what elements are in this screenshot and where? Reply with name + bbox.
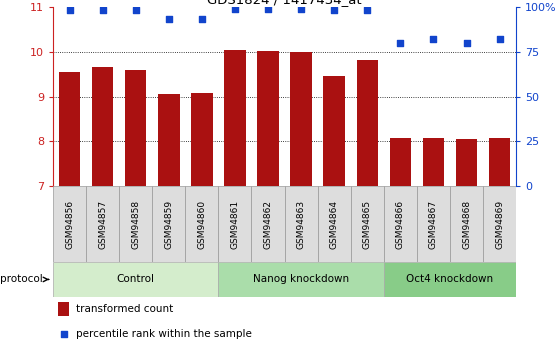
Bar	[483, 186, 516, 262]
Text: percentile rank within the sample: percentile rank within the sample	[76, 329, 252, 339]
Bar	[86, 186, 119, 262]
Point	[297, 6, 306, 11]
Text: GSM94859: GSM94859	[164, 200, 174, 249]
Point	[396, 40, 405, 46]
Bar	[92, 68, 113, 186]
Bar	[185, 186, 218, 262]
Bar	[357, 60, 378, 186]
Bar	[57, 303, 69, 316]
Bar	[191, 93, 213, 186]
Point	[59, 332, 68, 337]
Title: GDS1824 / 1417434_at: GDS1824 / 1417434_at	[207, 0, 362, 6]
Bar	[417, 186, 450, 262]
Text: GSM94861: GSM94861	[230, 200, 239, 249]
Text: GSM94869: GSM94869	[495, 200, 504, 249]
Bar	[53, 262, 218, 297]
Bar	[290, 52, 312, 186]
Bar	[257, 51, 279, 186]
Bar	[252, 186, 285, 262]
Bar	[489, 138, 511, 186]
Text: GSM94863: GSM94863	[297, 200, 306, 249]
Bar	[384, 186, 417, 262]
Bar	[119, 186, 152, 262]
Text: Oct4 knockdown: Oct4 knockdown	[406, 275, 493, 284]
Text: GSM94868: GSM94868	[462, 200, 471, 249]
Bar	[324, 76, 345, 186]
Text: GSM94866: GSM94866	[396, 200, 405, 249]
Bar	[152, 186, 185, 262]
Bar	[351, 186, 384, 262]
Bar	[224, 49, 246, 186]
Text: Nanog knockdown: Nanog knockdown	[253, 275, 349, 284]
Text: GSM94858: GSM94858	[131, 200, 140, 249]
Bar	[285, 186, 318, 262]
Text: Control: Control	[117, 275, 155, 284]
Bar	[158, 94, 180, 186]
Text: protocol: protocol	[0, 275, 49, 284]
Bar	[384, 262, 516, 297]
Bar	[423, 138, 444, 186]
Point	[164, 17, 173, 22]
Bar	[125, 70, 146, 186]
Point	[429, 37, 438, 42]
Bar	[59, 72, 80, 186]
Bar	[389, 138, 411, 186]
Point	[495, 37, 504, 42]
Point	[330, 8, 339, 13]
Bar	[53, 186, 86, 262]
Bar	[218, 262, 384, 297]
Point	[263, 6, 272, 11]
Text: transformed count: transformed count	[76, 304, 174, 314]
Text: GSM94865: GSM94865	[363, 200, 372, 249]
Point	[363, 8, 372, 13]
Text: GSM94864: GSM94864	[330, 200, 339, 249]
Text: GSM94857: GSM94857	[98, 200, 107, 249]
Text: GSM94867: GSM94867	[429, 200, 438, 249]
Point	[462, 40, 471, 46]
Bar	[450, 186, 483, 262]
Point	[98, 8, 107, 13]
Text: GSM94862: GSM94862	[263, 200, 272, 249]
Bar	[218, 186, 252, 262]
Point	[230, 6, 239, 11]
Point	[65, 8, 74, 13]
Bar	[318, 186, 351, 262]
Text: GSM94856: GSM94856	[65, 200, 74, 249]
Text: GSM94860: GSM94860	[198, 200, 206, 249]
Point	[131, 8, 140, 13]
Bar	[456, 139, 477, 186]
Point	[198, 17, 206, 22]
